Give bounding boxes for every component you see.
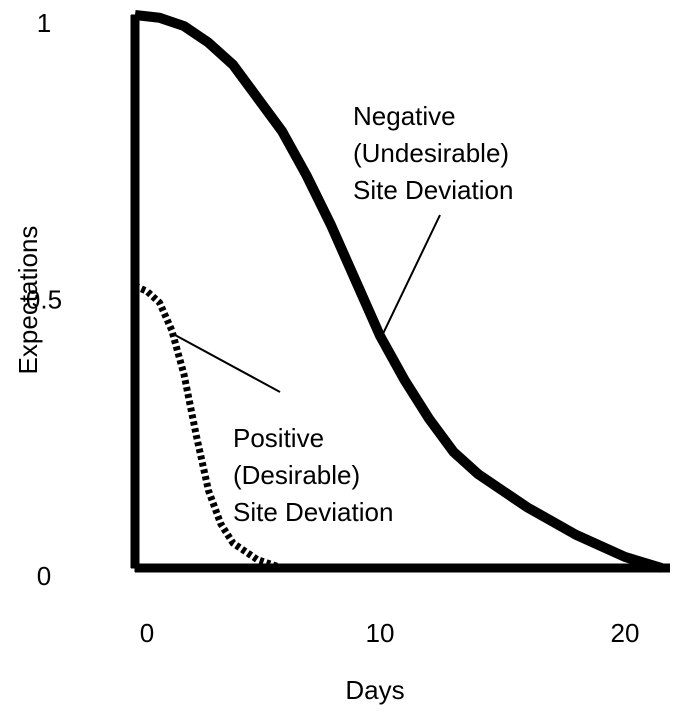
line-series — [134, 10, 664, 573]
leader-line — [379, 214, 441, 341]
line-series — [133, 282, 284, 572]
annotation: (Undesirable) — [353, 138, 509, 168]
y-axis-label: Expectations — [13, 226, 43, 375]
annotation: Site Deviation — [233, 497, 393, 527]
annotation: (Desirable) — [233, 460, 360, 490]
y-tick-label: 0.5 — [26, 284, 62, 314]
annotation: Positive — [233, 423, 324, 453]
x-tick-label: 0 — [140, 618, 154, 648]
x-tick-label: 20 — [611, 618, 640, 648]
y-tick-label: 1 — [37, 8, 51, 38]
annotation: Site Deviation — [353, 175, 513, 205]
y-tick-label: 0 — [37, 561, 51, 591]
leader-line — [174, 334, 281, 393]
x-axis-label: Days — [345, 675, 404, 705]
annotation: Negative — [353, 101, 456, 131]
x-tick-label: 10 — [366, 618, 395, 648]
